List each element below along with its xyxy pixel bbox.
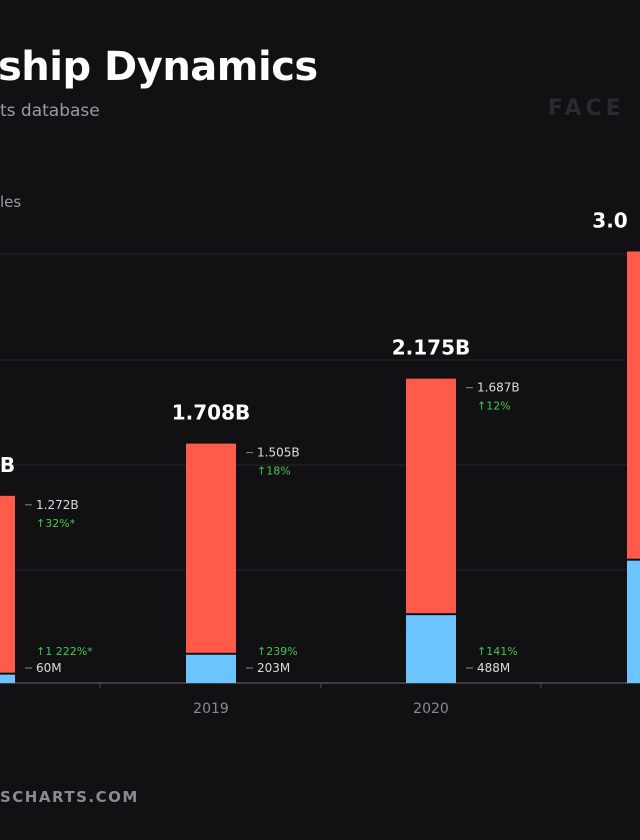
bar-segment-upper: [0, 495, 15, 673]
source-footer: SCHARTS.COM: [0, 788, 139, 806]
lower-growth-label: ↑141%: [477, 645, 518, 658]
upper-value-label: 1.272B: [36, 498, 79, 512]
bar-segment-upper: [627, 251, 640, 559]
bar-total-label: 3.0: [592, 208, 627, 232]
bar-total-label: 2B: [0, 453, 15, 477]
lower-value-label: 488M: [477, 661, 510, 675]
lower-value-label: 203M: [257, 661, 290, 675]
upper-value-label: 1.687B: [477, 381, 520, 395]
upper-growth-label: ↑18%: [257, 465, 291, 478]
chart-title: ship Dynamics: [0, 44, 318, 90]
upper-value-label: 1.505B: [257, 446, 300, 460]
background-watermark: FACE: [548, 96, 625, 121]
bar-segment-lower: [627, 560, 640, 683]
bar-total-label: 2.175B: [392, 336, 471, 360]
bar-segment-upper: [186, 443, 236, 653]
bar-segment-lower: [406, 615, 456, 683]
y-axis-label: les: [0, 193, 22, 211]
bar-segment-lower: [186, 654, 236, 683]
bar-segment-lower: [0, 674, 15, 683]
upper-growth-label: ↑12%: [477, 400, 511, 413]
x-tick-label: 2019: [193, 701, 229, 717]
bar-segment-upper: [406, 378, 456, 614]
lower-value-label: 60M: [36, 661, 62, 675]
upper-growth-label: ↑32%*: [36, 517, 76, 530]
bar-total-label: 1.708B: [172, 401, 251, 425]
lower-growth-label: ↑1 222%*: [36, 645, 93, 658]
lower-growth-label: ↑239%: [257, 645, 298, 658]
x-tick-label: 2020: [413, 701, 449, 717]
chart-subtitle: ts database: [0, 101, 100, 121]
